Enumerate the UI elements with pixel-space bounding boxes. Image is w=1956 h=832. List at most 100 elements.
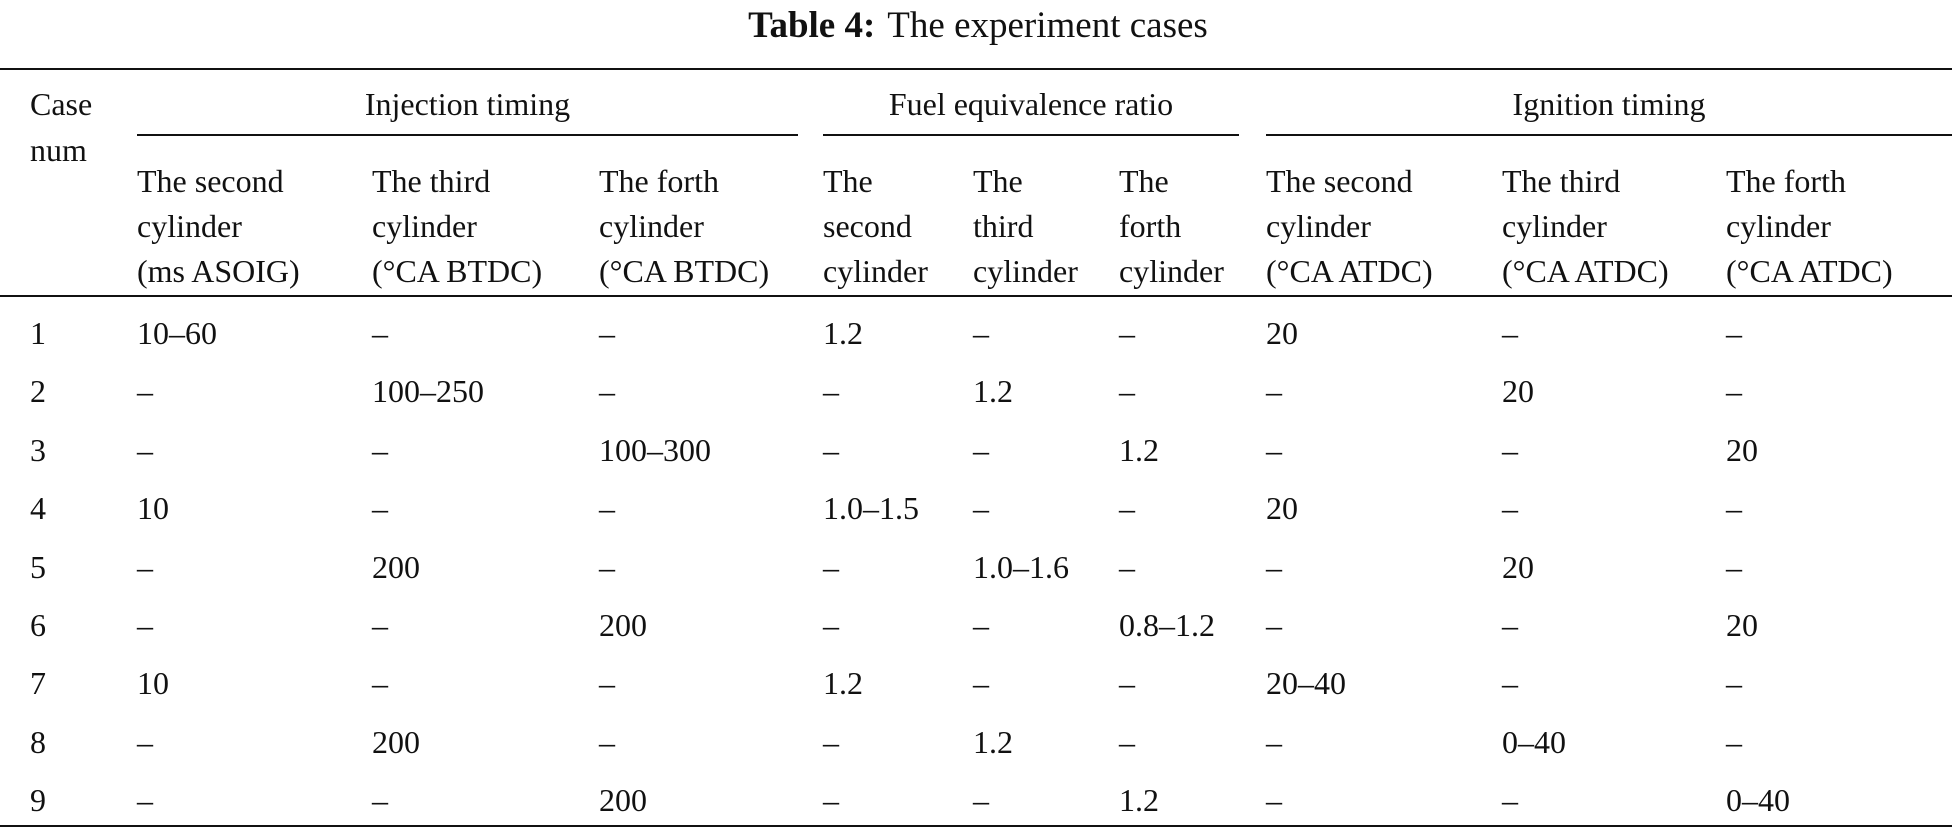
table-cell: – [599,490,615,527]
table-cell: – [1726,373,1742,410]
table-cell: 1.2 [973,373,1013,410]
table-cell: 200 [599,782,647,819]
group-header: Ignition timing [1512,86,1706,122]
corner-header: num [30,132,87,168]
table-cell: – [1266,607,1282,643]
table-cell: – [823,431,839,468]
table-cell: – [1266,373,1282,410]
column-header: The second [1266,163,1413,199]
table-cell: 10–60 [137,315,217,351]
column-header: forth [1119,208,1182,244]
table-cell: – [1726,723,1742,760]
table-cell: 6 [30,607,46,643]
table-cell: – [1726,490,1742,527]
table-cell: – [1502,665,1518,702]
column-header: The [823,163,873,199]
table-cell: 10 [137,665,169,702]
table-cell: 0–40 [1502,723,1566,760]
table-cell: 20 [1266,490,1298,527]
column-header: (ms ASOIG) [137,253,300,289]
table-cell: 20 [1502,373,1534,410]
table-cell: – [1502,782,1518,819]
table-cell: 2 [30,373,46,410]
table-cell: – [1266,782,1282,819]
table-cell: 200 [372,723,420,760]
table-cell: – [137,723,153,760]
table-cell: – [372,315,388,351]
table-cell: 1.0–1.5 [823,490,919,527]
table-cell: 8 [30,723,46,760]
table-cell: – [137,782,153,819]
table-cell: – [599,665,615,702]
top-rule [0,68,1952,70]
column-header: The [973,163,1023,199]
table-cell: – [1266,548,1282,585]
column-header: (°CA ATDC) [1726,253,1893,289]
table-cell: 1.2 [973,723,1013,760]
column-header: cylinder [973,253,1078,289]
table-cell: 10 [137,490,169,527]
table-cell: 0–40 [1726,782,1790,819]
table-cell: – [372,490,388,527]
table-cell: – [372,782,388,819]
group-header: Injection timing [364,86,571,122]
group-rule [823,134,1239,136]
group-rule [1266,134,1952,136]
table-caption: Table 4: The experiment cases [0,4,1956,47]
table-cell: – [973,315,989,351]
table-cell: 4 [30,490,46,527]
column-header: The forth [1726,163,1846,199]
table-cell: 9 [30,782,46,819]
table-cell: 5 [30,548,46,585]
table-cell: 1.2 [823,315,863,351]
table-cell: 100–300 [599,431,711,468]
table-cell: – [1726,548,1742,585]
column-header: The forth [599,163,719,199]
column-header: The [1119,163,1169,199]
bottom-rule [0,825,1952,827]
table-cell: – [1119,723,1135,760]
table-cell: – [1502,607,1518,643]
table-cell: – [137,607,153,643]
table-cell: 200 [599,607,647,643]
table-cell: – [1119,373,1135,410]
table-cell: 100–250 [372,373,484,410]
table-cell: 7 [30,665,46,702]
group-rule [137,134,798,136]
table-cell: 20 [1502,548,1534,585]
table-cell: 1.2 [1119,431,1159,468]
table-cell: – [1119,665,1135,702]
table-cell: – [1119,315,1135,351]
table-cell: – [1726,665,1742,702]
table-cell: – [973,431,989,468]
table-cell: – [973,607,989,643]
table-cell: 20 [1266,315,1298,351]
column-header: cylinder [823,253,928,289]
table-cell: 3 [30,431,46,468]
column-header: cylinder [1266,208,1371,244]
column-header: (°CA ATDC) [1266,253,1433,289]
caption-label: Table 4: [748,5,876,46]
table-cell: 1 [30,315,46,351]
table-cell: – [1119,548,1135,585]
table-cell: 200 [372,548,420,585]
table-cell: – [973,665,989,702]
column-header: (°CA BTDC) [372,253,543,289]
table-cell: – [137,548,153,585]
table-cell: – [823,607,839,643]
column-header: The third [372,163,491,199]
table-cell: – [599,723,615,760]
table-cell: – [973,490,989,527]
table-cell: – [823,723,839,760]
column-header: (°CA ATDC) [1502,253,1669,289]
table-cell: – [599,373,615,410]
table-cell: – [1119,490,1135,527]
column-header: third [973,208,1034,244]
table-cell: – [1266,431,1282,468]
table-cell: 20–40 [1266,665,1346,702]
table-cell: – [372,607,388,643]
table-cell: – [372,665,388,702]
table-cell: – [1502,431,1518,468]
table-cell: – [823,782,839,819]
table-cell: 0.8–1.2 [1119,607,1215,643]
